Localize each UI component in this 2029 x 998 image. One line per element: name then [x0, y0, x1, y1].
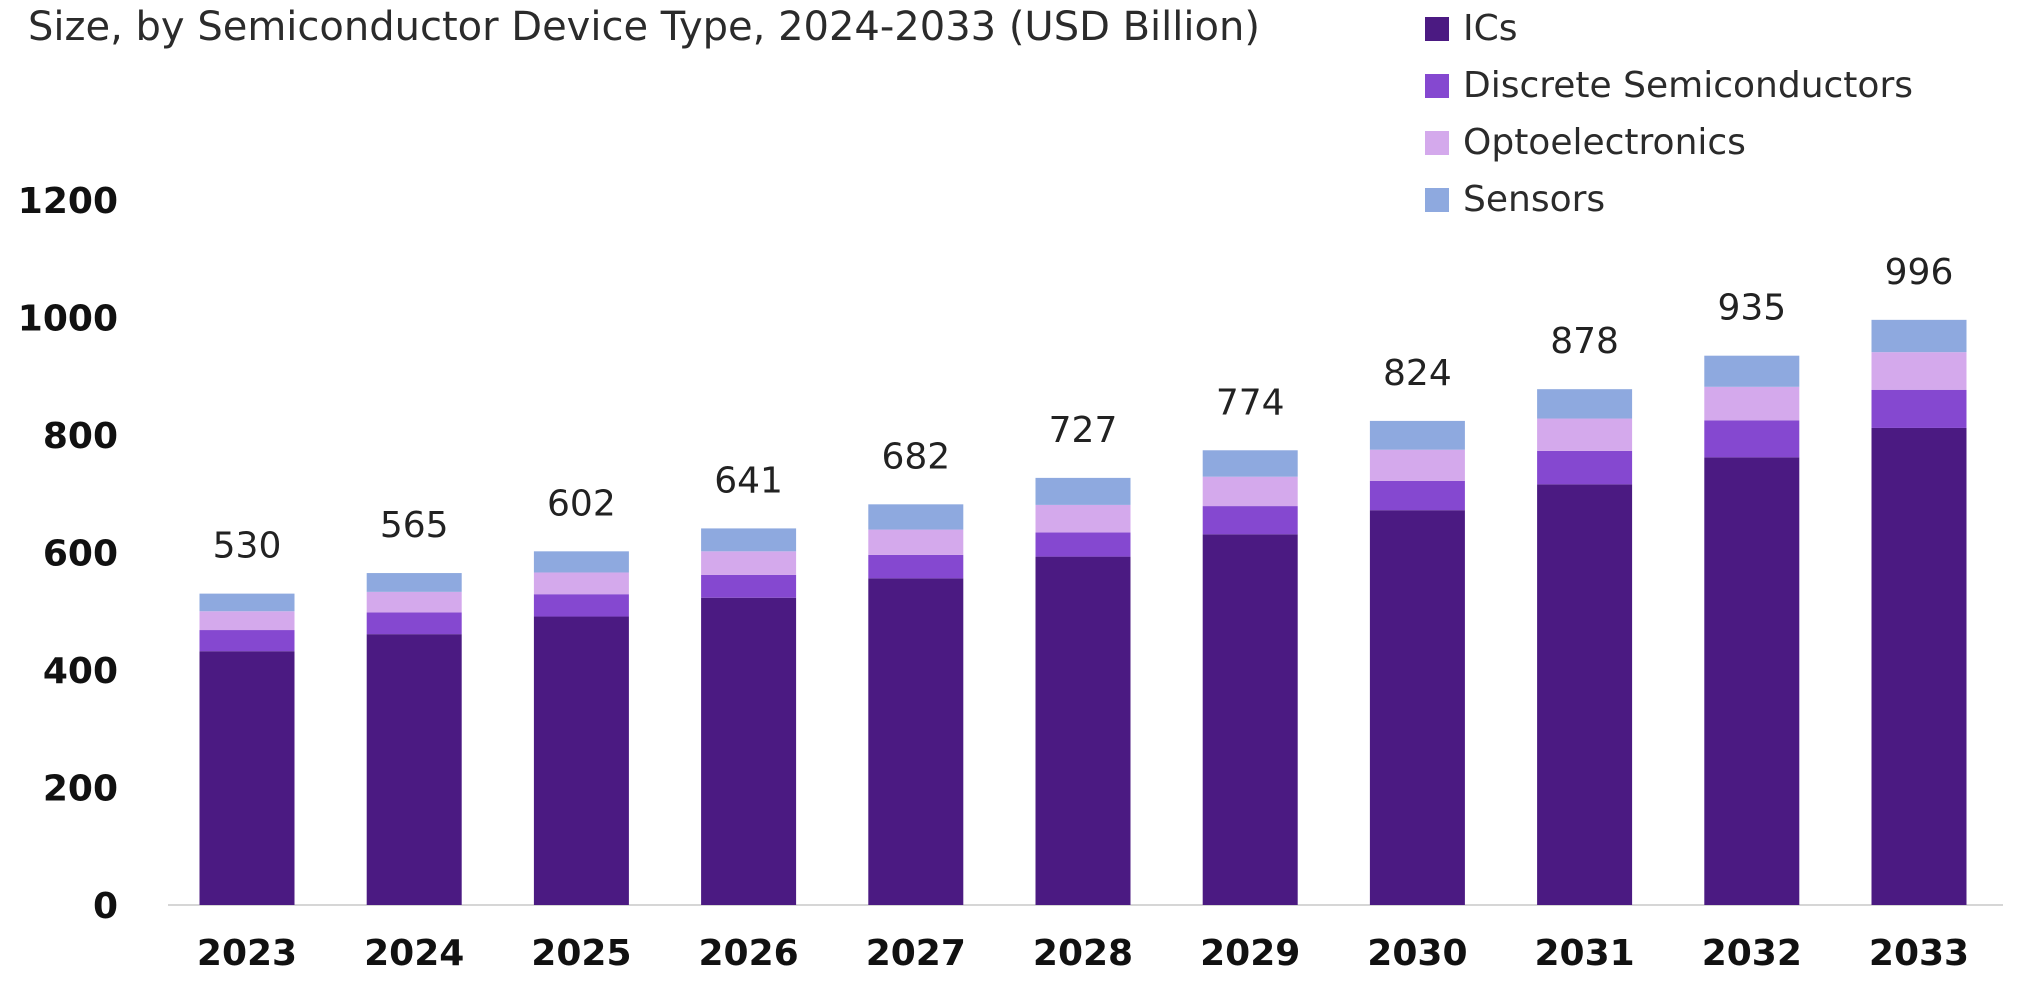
- bar-segment-ics: [1704, 457, 1800, 905]
- bar-segment-optoelectronics: [1035, 504, 1131, 533]
- bar-segment-sensors: [199, 593, 295, 612]
- bar-segment-optoelectronics: [1202, 476, 1298, 507]
- bar-segment-sensors: [1369, 420, 1465, 450]
- bar-segment-ics: [1202, 534, 1298, 905]
- bar-total-label: 996: [1885, 252, 1954, 293]
- x-tick-label: 2029: [1200, 933, 1300, 974]
- x-tick-label: 2033: [1869, 933, 1969, 974]
- bar-total-label: 530: [213, 526, 282, 567]
- bar-segment-sensors: [1202, 450, 1298, 477]
- bar-segment-sensors: [868, 504, 964, 530]
- legend: ICs Discrete Semiconductors Optoelectronic…: [1425, 0, 1913, 228]
- legend-swatch: [1425, 73, 1449, 98]
- x-tick-label: 2025: [531, 933, 631, 974]
- bar-total-label: 824: [1383, 353, 1452, 394]
- y-tick-label: 600: [43, 534, 118, 575]
- y-tick-label: 1200: [18, 181, 118, 222]
- bar-segment-optoelectronics: [533, 572, 629, 595]
- bar-segment-discrete-semiconductors: [1704, 420, 1800, 458]
- legend-label: Discrete Semiconductors: [1463, 65, 1913, 106]
- y-tick-label: 200: [43, 769, 118, 810]
- bar-segment-ics: [1369, 510, 1465, 905]
- x-tick-label: 2028: [1033, 933, 1133, 974]
- bar-total-label: 774: [1216, 382, 1285, 423]
- y-tick-label: 0: [93, 886, 118, 927]
- x-tick-label: 2024: [364, 933, 464, 974]
- bar-segment-discrete-semiconductors: [1537, 450, 1633, 485]
- bar-total-label: 641: [714, 460, 783, 501]
- x-tick-label: 2031: [1534, 933, 1634, 974]
- bar-segment-sensors: [1035, 477, 1131, 505]
- bar-segment-ics: [1871, 427, 1967, 905]
- bar-segment-sensors: [1537, 389, 1633, 419]
- bar-segment-optoelectronics: [868, 529, 964, 555]
- legend-item: ICs: [1425, 0, 1913, 57]
- bar-segment-optoelectronics: [366, 591, 462, 613]
- bar-segment-ics: [199, 651, 295, 905]
- legend-label: ICs: [1463, 8, 1518, 49]
- x-tick-label: 2032: [1702, 933, 1802, 974]
- bar-segment-discrete-semiconductors: [1035, 532, 1131, 557]
- chart-title: Size, by Semiconductor Device Type, 2024…: [28, 4, 1260, 50]
- bar-segment-ics: [533, 616, 629, 905]
- legend-item: Discrete Semiconductors: [1425, 57, 1913, 114]
- y-tick-label: 400: [43, 651, 118, 692]
- x-tick-label: 2026: [698, 933, 798, 974]
- bar-segment-ics: [1537, 484, 1633, 905]
- x-tick-label: 2027: [866, 933, 966, 974]
- bar-segment-optoelectronics: [1871, 352, 1967, 390]
- bar-segment-sensors: [701, 528, 797, 552]
- bar-segment-ics: [868, 578, 964, 905]
- bar-segment-discrete-semiconductors: [366, 612, 462, 635]
- bar-total-label: 682: [881, 436, 950, 477]
- bar-segment-discrete-semiconductors: [199, 630, 295, 652]
- bar-segment-optoelectronics: [199, 611, 295, 631]
- bar-segment-discrete-semiconductors: [1871, 389, 1967, 428]
- bar-segment-optoelectronics: [701, 551, 797, 575]
- bar-total-label: 602: [547, 483, 616, 524]
- y-tick-label: 1000: [18, 299, 118, 340]
- x-tick-label: 2030: [1367, 933, 1467, 974]
- bar-segment-optoelectronics: [1369, 449, 1465, 481]
- legend-item: Sensors: [1425, 171, 1913, 228]
- bar-segment-sensors: [366, 573, 462, 592]
- bar-segment-sensors: [1871, 319, 1967, 353]
- bar-segment-discrete-semiconductors: [868, 554, 964, 579]
- bar-segment-sensors: [533, 551, 629, 573]
- bar-total-label: 565: [380, 505, 449, 546]
- bar-segment-ics: [701, 597, 797, 905]
- bar-total-label: 727: [1049, 410, 1118, 451]
- bar-segment-ics: [1035, 556, 1131, 905]
- y-tick-label: 800: [43, 416, 118, 457]
- bar-segment-discrete-semiconductors: [533, 594, 629, 617]
- legend-swatch: [1425, 16, 1449, 41]
- bar-segment-discrete-semiconductors: [1369, 480, 1465, 511]
- bar-segment-optoelectronics: [1704, 386, 1800, 421]
- bar-segment-optoelectronics: [1537, 418, 1633, 451]
- legend-label: Optoelectronics: [1463, 122, 1746, 163]
- legend-swatch: [1425, 187, 1449, 212]
- bar-segment-discrete-semiconductors: [701, 574, 797, 598]
- x-tick-label: 2023: [197, 933, 297, 974]
- bar-total-label: 935: [1717, 288, 1786, 329]
- bar-total-label: 878: [1550, 321, 1619, 362]
- bar-segment-sensors: [1704, 355, 1800, 387]
- bar-segment-ics: [366, 634, 462, 905]
- legend-swatch: [1425, 130, 1449, 155]
- legend-item: Optoelectronics: [1425, 114, 1913, 171]
- legend-label: Sensors: [1463, 179, 1606, 220]
- bar-segment-discrete-semiconductors: [1202, 506, 1298, 535]
